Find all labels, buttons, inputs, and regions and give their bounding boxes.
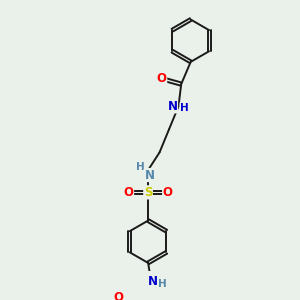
Text: N: N [145, 169, 154, 182]
Text: O: O [114, 291, 124, 300]
Text: O: O [157, 72, 167, 85]
Text: N: N [148, 274, 158, 288]
Text: N: N [167, 100, 178, 113]
Text: O: O [124, 186, 134, 199]
Text: H: H [158, 279, 167, 289]
Text: H: H [180, 103, 189, 113]
Text: H: H [136, 162, 145, 172]
Text: O: O [163, 186, 172, 199]
Text: S: S [144, 186, 152, 199]
